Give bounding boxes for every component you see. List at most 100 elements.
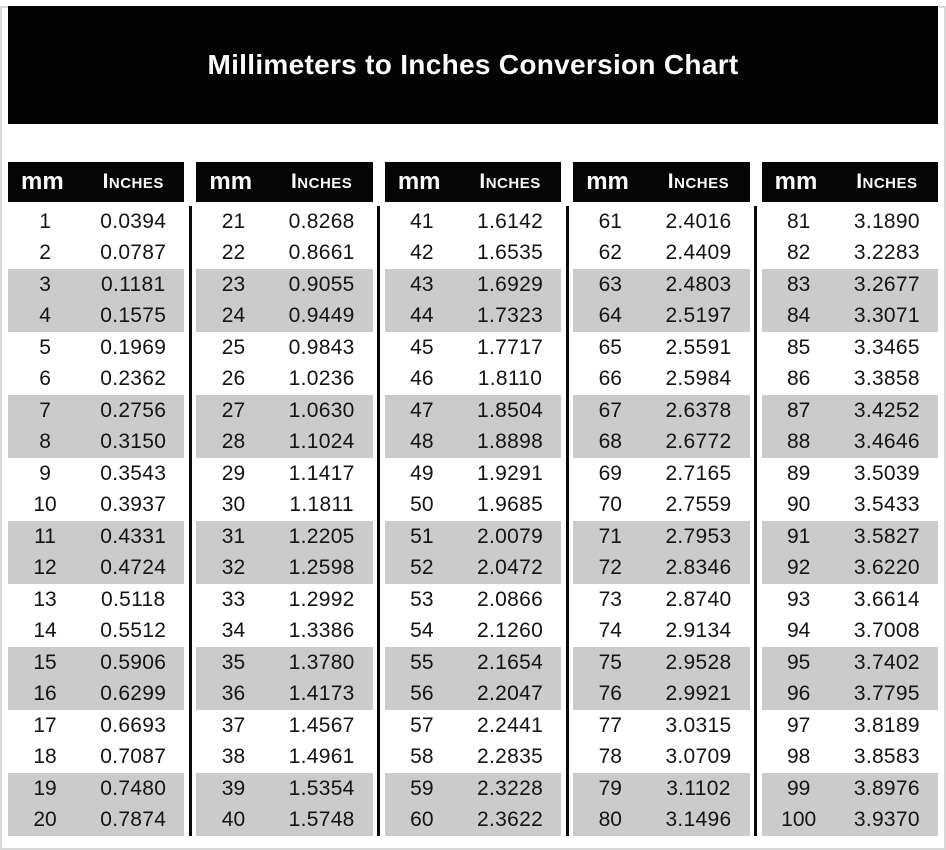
table-row: 28 1.1024: [196, 426, 373, 458]
table-row: 48 1.8898: [384, 426, 562, 458]
table-row: 40 1.5748: [196, 804, 373, 836]
table-row: 21 0.8268: [196, 206, 372, 238]
mm-value: 35: [221, 650, 246, 674]
table-row: 84 3.3071: [761, 300, 939, 332]
inches-value: 2.0866: [477, 587, 544, 611]
mm-value: 10: [33, 493, 57, 517]
inches-value: 3.6614: [853, 587, 920, 611]
table-body: 1 0.0394 2 0.0787 3 0.1181 4 0.1575 5 0.1969 6 0.23…: [8, 206, 185, 836]
table-row: 36 1.4173: [196, 678, 373, 710]
table-row: 9 0.3543: [8, 458, 184, 490]
table-row: 49 1.9291: [385, 458, 561, 490]
inches-value: 2.7953: [665, 524, 732, 548]
inches-value: 3.3858: [853, 367, 920, 391]
mm-value: 42: [410, 241, 434, 265]
mm-value: 75: [598, 650, 622, 674]
inches-column-header: Inches: [667, 170, 730, 193]
table-row: 77 3.0315: [573, 710, 749, 742]
mm-value: 97: [786, 713, 811, 737]
mm-value: 100: [781, 808, 817, 832]
inches-value: 1.5748: [288, 808, 355, 832]
table-row: 100 3.9370: [761, 804, 939, 836]
mm-column-header: mm: [774, 168, 818, 195]
mm-value: 9: [39, 461, 51, 485]
table-row: 87 3.4252: [761, 395, 939, 427]
mm-value: 67: [598, 398, 622, 422]
inches-value: 2.9921: [665, 682, 732, 706]
mm-value: 85: [786, 335, 811, 359]
inches-value: 2.4803: [665, 272, 732, 296]
inches-value: 1.8504: [477, 398, 544, 422]
table-row: 96 3.7795: [761, 678, 939, 710]
inches-value: 0.5906: [100, 650, 167, 674]
mm-value: 53: [410, 587, 434, 611]
table-row: 70 2.7559: [573, 490, 749, 522]
inches-value: 1.6535: [477, 241, 544, 265]
mm-value: 66: [598, 367, 622, 391]
title-banner: Millimeters to Inches Conversion Chart: [8, 6, 938, 124]
mm-value: 30: [221, 493, 246, 517]
table-row: 90 3.5433: [762, 490, 938, 522]
table-row: 56 2.2047: [384, 678, 562, 710]
mm-value: 1: [39, 209, 51, 233]
inches-value: 1.6929: [477, 272, 544, 296]
mm-value: 31: [221, 524, 246, 548]
conversion-table: mm Inches 21 0.8268 22 0.8661 23 0.9055 24 0.9449…: [196, 162, 381, 836]
mm-value: 55: [410, 650, 434, 674]
inches-value: 2.4016: [665, 209, 732, 233]
mm-value: 96: [786, 682, 811, 706]
inches-value: 1.4961: [288, 745, 355, 769]
table-row: 72 2.8346: [573, 552, 750, 584]
table-row: 60 2.3622: [384, 804, 562, 836]
table-row: 98 3.8583: [762, 742, 938, 774]
table-row: 85 3.3465: [762, 332, 938, 364]
table-row: 94 3.7008: [762, 616, 938, 648]
conversion-tables: mm Inches 1 0.0394 2 0.0787 3 0.1181 4 0.1575 5 0.1…: [8, 162, 939, 836]
inches-value: 3.7008: [853, 619, 920, 643]
mm-value: 40: [221, 808, 246, 832]
mm-column-header: mm: [209, 168, 253, 195]
inches-column-header: Inches: [102, 170, 164, 193]
mm-value: 80: [598, 808, 622, 832]
table-row: 17 0.6693: [8, 710, 184, 742]
mm-value: 52: [410, 556, 434, 580]
mm-value: 57: [410, 713, 434, 737]
table-row: 66 2.5984: [573, 364, 749, 396]
table-row: 89 3.5039: [762, 458, 938, 490]
inches-value: 2.7165: [665, 461, 732, 485]
table-row: 97 3.8189: [762, 710, 938, 742]
inches-value: 3.4646: [853, 430, 920, 454]
inches-value: 1.3780: [288, 650, 355, 674]
table-row: 65 2.5591: [573, 332, 749, 364]
table-row: 44 1.7323: [384, 300, 562, 332]
table-row: 27 1.0630: [196, 395, 373, 427]
inches-value: 1.1811: [289, 493, 354, 517]
inches-value: 3.1890: [853, 209, 920, 233]
inches-value: 1.6142: [477, 209, 544, 233]
mm-value: 39: [221, 776, 246, 800]
mm-value: 49: [410, 461, 434, 485]
table-row: 16 0.6299: [8, 678, 185, 710]
inches-value: 3.1496: [665, 808, 732, 832]
inches-value: 1.9291: [477, 461, 544, 485]
mm-value: 21: [221, 209, 246, 233]
table-row: 20 0.7874: [8, 804, 185, 836]
inches-value: 0.0394: [100, 209, 167, 233]
mm-value: 12: [33, 556, 57, 580]
inches-value: 3.9370: [853, 808, 920, 832]
inches-value: 0.0787: [100, 241, 167, 265]
inches-value: 1.8110: [477, 367, 543, 391]
table-row: 53 2.0866: [385, 584, 561, 616]
table-row: 58 2.2835: [385, 742, 561, 774]
table-row: 7 0.2756: [8, 395, 185, 427]
inches-value: 0.1575: [100, 304, 167, 328]
conversion-table: mm Inches 1 0.0394 2 0.0787 3 0.1181 4 0.1575 5 0.1…: [8, 162, 193, 836]
mm-value: 13: [33, 587, 57, 611]
inches-value: 3.0709: [665, 745, 732, 769]
table-row: 29 1.1417: [196, 458, 372, 490]
table-row: 50 1.9685: [385, 490, 561, 522]
mm-column-header: mm: [397, 168, 441, 195]
inches-value: 2.7559: [665, 493, 732, 517]
mm-value: 45: [410, 335, 434, 359]
table-row: 80 3.1496: [573, 804, 750, 836]
